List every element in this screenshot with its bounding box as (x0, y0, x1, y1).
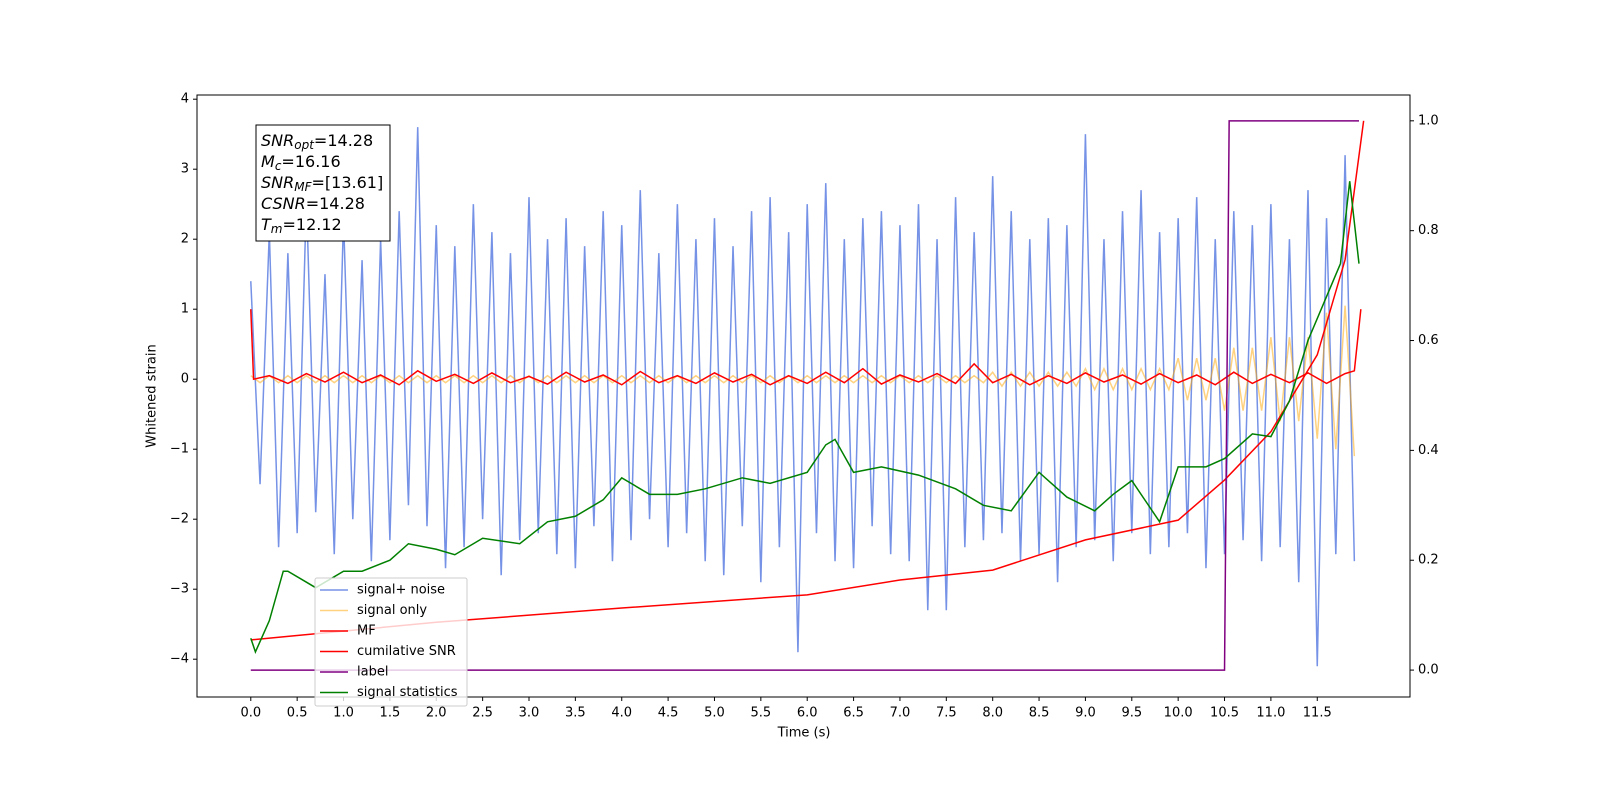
annotation-subscript: MF (294, 180, 312, 194)
annotation-symbol: M (261, 152, 275, 171)
x-tick-label: 6.0 (797, 706, 818, 721)
y2-tick-label: 0.0 (1418, 663, 1439, 678)
x-tick-label: 4.5 (658, 706, 679, 721)
y-tick-label: −2 (170, 512, 189, 527)
annotation-symbol: SNR (261, 173, 294, 192)
annotation-symbol: T (261, 215, 272, 234)
x-tick-label: 3.0 (519, 706, 540, 721)
annotation-line: Tm=12.12 (261, 215, 342, 236)
annotation-line: SNRopt=14.28 (261, 131, 373, 152)
x-tick-label: 10.0 (1164, 706, 1193, 721)
annotation-text: =14.28 (314, 131, 373, 150)
legend-label: cumilative SNR (357, 644, 456, 659)
legend-label: MF (357, 624, 376, 639)
annotation-text: =14.28 (306, 194, 365, 213)
series-line (250, 127, 1356, 667)
annotation-text: =16.16 (281, 152, 340, 171)
annotation-subscript: opt (294, 138, 315, 152)
annotation-subscript: c (275, 159, 282, 173)
x-tick-label: 6.5 (843, 706, 864, 721)
plot-frame (196, 94, 1411, 698)
x-tick-label: 9.0 (1075, 706, 1096, 721)
y-tick-label: −1 (170, 442, 189, 457)
y2-tick-label: 0.2 (1418, 553, 1439, 568)
annotation-text: =12.12 (282, 215, 341, 234)
y2-tick-label: 0.6 (1418, 333, 1439, 348)
annotation-symbol: SNR (261, 131, 294, 150)
y-tick-label: 3 (181, 162, 189, 177)
series-line (250, 305, 1356, 457)
x-tick-label: 2.5 (472, 706, 493, 721)
y2-tick-label: 0.4 (1418, 443, 1439, 458)
x-tick-label: 5.5 (750, 706, 771, 721)
annotation-box: SNRopt=14.28Mc=16.16SNRMF=[13.61]CSNR=14… (255, 124, 391, 242)
series-line (250, 120, 1365, 641)
legend: signal+ noise signal only MF cumilative SNR… (314, 577, 468, 707)
x-tick-label: 0.5 (287, 706, 308, 721)
legend-label: signal+ noise (357, 583, 445, 598)
y-tick-label: 0 (181, 372, 189, 387)
legend-label: label (357, 665, 388, 680)
x-tick-label: 11.0 (1256, 706, 1285, 721)
x-tick-label: 10.5 (1210, 706, 1239, 721)
legend-label: signal only (357, 603, 427, 618)
x-axis-label: Time (s) (777, 726, 831, 741)
series-line (250, 120, 1359, 671)
annotation-line: Mc=16.16 (261, 152, 341, 173)
x-tick-label: 7.0 (890, 706, 911, 721)
x-tick-label: 8.5 (1029, 706, 1050, 721)
legend-frame (314, 577, 468, 707)
y-tick-label: 2 (181, 232, 189, 247)
y-tick-label: −4 (170, 652, 189, 667)
x-tick-label: 8.0 (982, 706, 1003, 721)
x-tick-label: 0.0 (240, 706, 261, 721)
series-line (250, 181, 1360, 655)
annotation-line: CSNR=14.28 (261, 194, 365, 213)
y-tick-label: 1 (181, 302, 189, 317)
x-tick-label: 1.5 (380, 706, 401, 721)
annotation-frame (255, 124, 391, 242)
series-line (250, 309, 1362, 386)
x-tick-label: 2.0 (426, 706, 447, 721)
x-tick-label: 5.0 (704, 706, 725, 721)
y-tick-label: 4 (181, 92, 189, 107)
annotation-subscript: m (271, 222, 283, 236)
x-tick-label: 4.0 (611, 706, 632, 721)
x-tick-label: 7.5 (936, 706, 957, 721)
y-tick-label: −3 (170, 582, 189, 597)
x-tick-label: 9.5 (1121, 706, 1142, 721)
legend-label: signal statistics (357, 685, 458, 700)
y2-tick-label: 1.0 (1418, 113, 1439, 128)
x-tick-label: 3.5 (565, 706, 586, 721)
y2-tick-label: 0.8 (1418, 223, 1439, 238)
y-axis-label: Whitened strain (145, 344, 160, 447)
x-tick-label: 11.5 (1303, 706, 1332, 721)
annotation-line: SNRMF=[13.61] (261, 173, 383, 194)
annotation-symbol: CSNR (261, 194, 306, 213)
x-tick-label: 1.0 (333, 706, 354, 721)
annotation-text: =[13.61] (312, 173, 384, 192)
